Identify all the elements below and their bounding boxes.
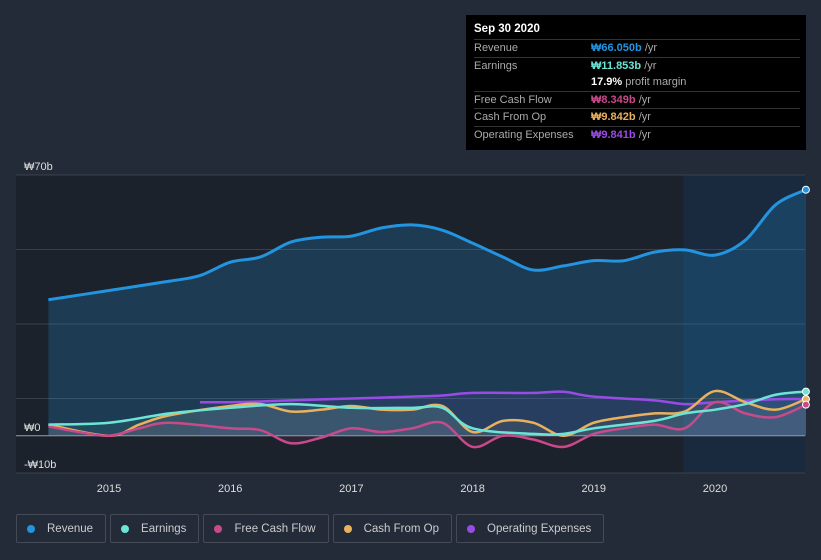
legend-label: Operating Expenses (487, 522, 592, 535)
x-tick-label: 2017 (339, 483, 363, 495)
legend-label: Cash From Op (363, 522, 440, 535)
tooltip-row: 17.9% profit margin (474, 74, 800, 91)
x-tick-label: 2018 (460, 483, 484, 495)
tooltip-date: Sep 30 2020 (474, 23, 540, 35)
tooltip-label: Revenue (474, 42, 519, 55)
tooltip-value: ₩9.842b (591, 111, 636, 124)
y-tick-label: ₩0 (24, 422, 41, 434)
tooltip-unit: profit margin (625, 76, 687, 89)
legend-item-free-cash-flow[interactable]: Free Cash Flow (203, 514, 329, 543)
series-area-earnings (48, 391, 806, 436)
series-line-free-cash-flow (48, 400, 807, 449)
series-endpoint-earnings (801, 387, 810, 396)
tooltip: Sep 30 2020 Revenue ₩66.050b /yr Earnings ₩… (466, 15, 806, 150)
y-tick-label: ₩70b (24, 161, 53, 173)
tooltip-row: Cash From Op ₩9.842b /yr (474, 108, 800, 126)
legend-item-earnings[interactable]: Earnings (110, 514, 200, 543)
tooltip-label: Earnings (474, 59, 518, 72)
legend-item-revenue[interactable]: Revenue (16, 514, 107, 543)
y-tick-label: -₩10b (24, 459, 56, 471)
legend: Revenue Earnings Free Cash Flow Cash From O… (16, 514, 605, 543)
tooltip-row: Free Cash Flow ₩8.349b /yr (474, 90, 800, 109)
tooltip-label: Free Cash Flow (474, 93, 552, 106)
legend-label: Free Cash Flow (234, 522, 316, 535)
tooltip-value: ₩66.050b (591, 42, 642, 55)
tooltip-unit: /yr (644, 59, 657, 72)
legend-dot-icon (214, 524, 223, 533)
tooltip-value: ₩9.841b (591, 128, 636, 141)
series-area-revenue (48, 189, 806, 436)
financials-chart: ₩70b ₩0 -₩10b 2015 2016 2017 2018 2019 2020 (16, 161, 810, 495)
x-tick-label: 2016 (218, 483, 242, 495)
legend-dot-icon (343, 524, 352, 533)
x-tick-label: 2020 (703, 483, 727, 495)
tooltip-unit: /yr (638, 93, 651, 106)
tooltip-unit: /yr (638, 111, 651, 124)
tooltip-row: Operating Expenses ₩9.841b /yr (474, 125, 800, 144)
legend-item-cash-from-op[interactable]: Cash From Op (332, 514, 453, 543)
tooltip-row: Earnings ₩11.853b /yr (474, 56, 800, 75)
legend-dot-icon (467, 524, 476, 533)
legend-label: Earnings (141, 522, 187, 535)
series-line-revenue (48, 188, 807, 302)
legend-label: Revenue (47, 522, 94, 535)
legend-item-operating-expenses[interactable]: Operating Expenses (456, 514, 605, 543)
tooltip-unit: /yr (644, 42, 658, 55)
tooltip-label: Cash From Op (474, 111, 547, 124)
legend-dot-icon (121, 524, 130, 533)
legend-dot-icon (27, 524, 35, 533)
tooltip-row: Revenue ₩66.050b /yr (474, 39, 800, 57)
tooltip-unit: /yr (638, 128, 651, 141)
series-endpoint-free-cash-flow (801, 400, 810, 409)
x-tick-label: 2019 (582, 483, 606, 495)
series-line-earnings (48, 390, 807, 436)
tooltip-label: Operating Expenses (474, 128, 574, 141)
tooltip-value: 17.9% (591, 76, 623, 89)
tooltip-value: ₩8.349b (591, 93, 636, 106)
tooltip-value: ₩11.853b (591, 59, 642, 72)
series-endpoint-revenue (801, 185, 810, 194)
x-tick-label: 2015 (97, 483, 121, 495)
